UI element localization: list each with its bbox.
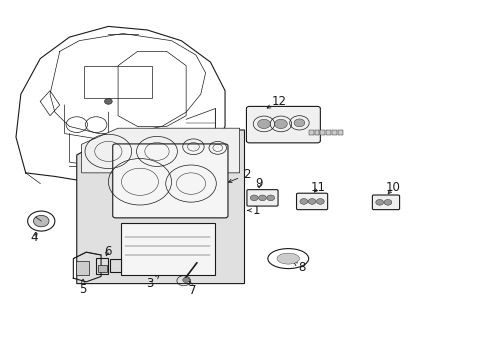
Text: 5: 5 [79, 279, 86, 296]
Bar [110, 258, 121, 272]
Bar [76, 261, 89, 275]
Circle shape [257, 119, 270, 129]
FancyBboxPatch shape [246, 107, 320, 143]
Bar [314, 130, 319, 135]
Text: 4: 4 [31, 231, 38, 244]
Ellipse shape [277, 253, 299, 264]
FancyBboxPatch shape [296, 193, 327, 210]
Polygon shape [77, 130, 244, 284]
Text: 3: 3 [146, 275, 159, 290]
FancyBboxPatch shape [372, 195, 399, 210]
FancyBboxPatch shape [246, 190, 278, 206]
Bar [308, 130, 313, 135]
Text: 1: 1 [247, 204, 260, 217]
Circle shape [33, 215, 49, 227]
Circle shape [383, 199, 391, 205]
Text: 2: 2 [228, 168, 250, 183]
Bar [98, 265, 107, 272]
Circle shape [316, 199, 324, 204]
Circle shape [299, 199, 307, 204]
Text: 7: 7 [188, 281, 196, 297]
Bar [120, 223, 215, 275]
FancyBboxPatch shape [113, 144, 227, 218]
Text: 10: 10 [385, 181, 399, 194]
Circle shape [104, 99, 112, 104]
Bar [325, 130, 330, 135]
Text: 12: 12 [266, 95, 286, 108]
Bar [331, 130, 336, 135]
Bar [337, 130, 342, 135]
Circle shape [375, 199, 383, 205]
Circle shape [266, 195, 274, 201]
Text: 11: 11 [310, 181, 325, 194]
Polygon shape [81, 128, 239, 173]
Circle shape [307, 199, 315, 204]
Circle shape [274, 119, 287, 129]
Text: 9: 9 [255, 177, 262, 190]
Circle shape [250, 195, 258, 201]
Text: 6: 6 [103, 245, 111, 258]
Circle shape [293, 119, 304, 127]
Bar [96, 258, 108, 274]
Bar [84, 66, 152, 98]
Bar [320, 130, 325, 135]
Circle shape [183, 278, 189, 283]
Circle shape [258, 195, 266, 201]
Text: 8: 8 [293, 261, 305, 274]
